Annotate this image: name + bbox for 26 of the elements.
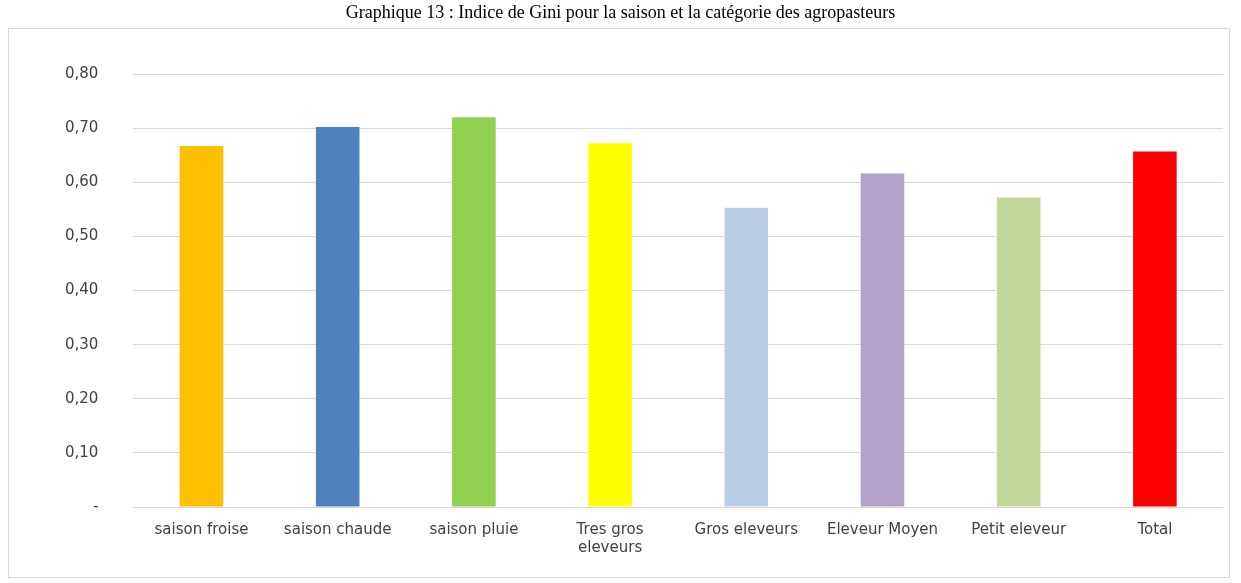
y-tick-label: -: [92, 496, 99, 515]
y-tick-label: 0,80: [64, 63, 99, 82]
bar: [315, 127, 360, 507]
chart-title: Graphique 13 : Indice de Gini pour la saison et la catégorie des agropasteurs: [344, 2, 897, 23]
x-tick-label: Petit eleveur: [971, 519, 1067, 538]
bar: [996, 197, 1041, 507]
bar: [452, 117, 496, 507]
x-tick-label: saison chaude: [283, 519, 392, 538]
y-tick-label: 0,60: [64, 172, 99, 191]
bar: [860, 173, 905, 507]
x-tick-label: Total: [1136, 519, 1173, 538]
y-tick-label: 0,10: [64, 442, 99, 461]
x-tick-label: Tres gros eleveurs: [575, 519, 644, 556]
bar: [1133, 151, 1177, 507]
y-tick-label: 0,20: [64, 388, 99, 407]
y-tick-label: 0,30: [64, 334, 99, 353]
bar: [179, 145, 224, 507]
bar: [724, 207, 769, 507]
x-tick-label: saison froise: [154, 519, 249, 538]
y-tick-label: 0,70: [64, 118, 99, 137]
x-tick-label: saison pluie: [429, 519, 519, 538]
y-tick-label: 0,40: [64, 280, 99, 299]
x-tick-label: Eleveur Moyen: [826, 519, 939, 538]
y-tick-label: 0,50: [64, 226, 99, 245]
bar: [588, 143, 632, 507]
x-tick-label: Gros eleveurs: [694, 519, 799, 538]
